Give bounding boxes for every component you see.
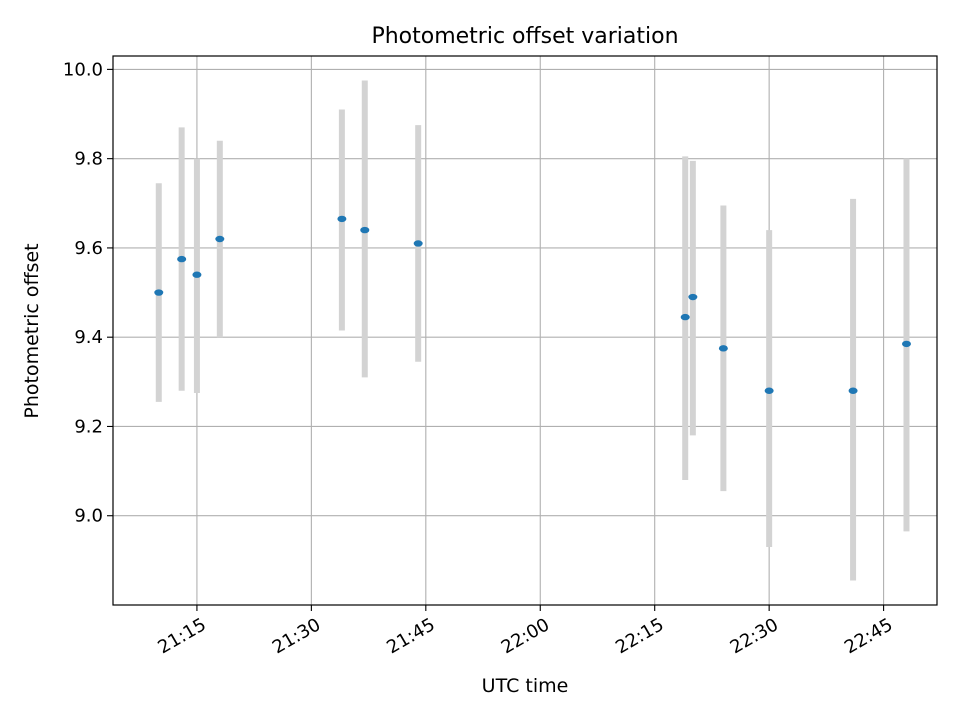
data-point [177,255,187,263]
data-point [154,289,164,296]
data-point [688,293,698,301]
data-point [901,340,911,348]
y-tick-label: 9.4 [74,327,103,348]
y-axis-label: Photometric offset [21,243,43,418]
data-point [848,387,858,394]
y-tick-label: 9.0 [74,506,103,527]
y-tick-label: 10.0 [63,59,103,80]
y-axis-ticks: 9.0 9.2 9.4 9.6 9.8 10.0 [63,59,113,527]
y-tick-label: 9.2 [74,416,103,437]
data-points [154,215,911,394]
data-point [718,345,728,352]
data-point [680,313,690,321]
data-point [764,387,774,394]
y-tick-label: 9.8 [74,149,103,170]
data-point [360,226,370,234]
data-point [192,271,202,278]
data-point [215,235,225,243]
axes-frame [112,55,938,606]
data-point [337,215,347,223]
data-point [413,240,423,247]
y-tick-label: 9.6 [74,238,103,259]
x-axis-label: UTC time [482,675,569,697]
chart-title: Photometric offset variation [371,24,678,49]
